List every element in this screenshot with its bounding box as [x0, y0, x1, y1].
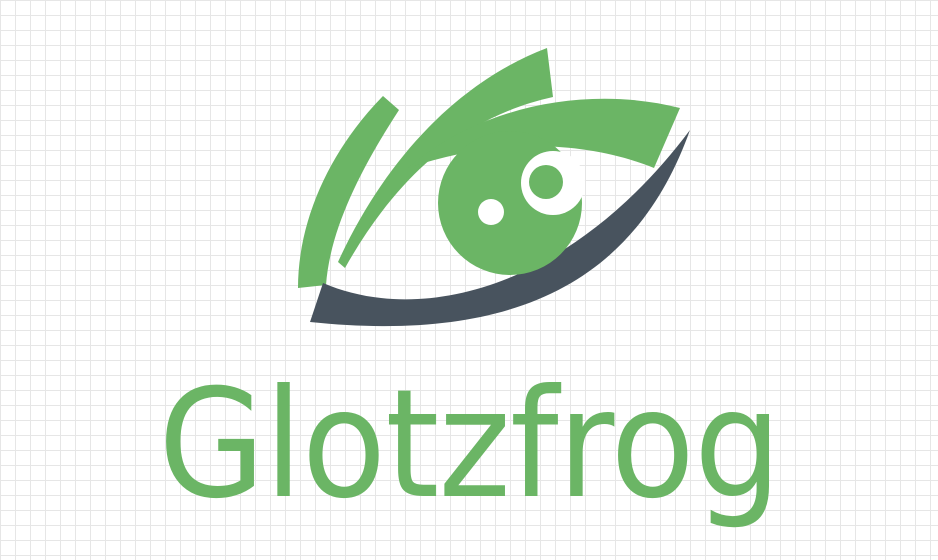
eye-outer-arc — [298, 96, 399, 288]
eye-pupil — [529, 165, 563, 199]
brand-wordmark: Glotzfrog — [158, 358, 781, 532]
eye-icon — [298, 48, 690, 327]
eye-highlight — [478, 199, 504, 225]
eye-upper-lash — [338, 48, 553, 268]
eye-lower-lid — [310, 130, 690, 327]
